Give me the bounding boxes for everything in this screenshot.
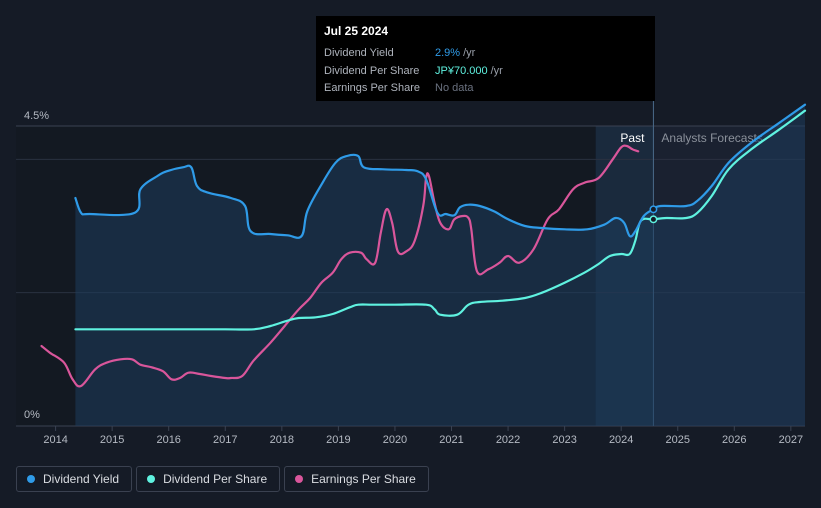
x-tick-label: 2027 bbox=[779, 434, 803, 446]
legend-label: Dividend Yield bbox=[43, 472, 120, 486]
y-tick-label: 4.5% bbox=[24, 110, 49, 122]
dividend-per-share-line bbox=[74, 109, 807, 331]
x-tick-label: 2019 bbox=[326, 434, 350, 446]
tooltip-row-dividend-per-share: Dividend Per Share JP¥70.000 /yr bbox=[324, 63, 647, 81]
legend-item-dividend-yield[interactable]: Dividend Yield bbox=[16, 466, 133, 492]
legend-label: Dividend Per Share bbox=[163, 472, 268, 486]
tooltip-unit: /yr bbox=[490, 64, 503, 77]
tooltip-label: Dividend Yield bbox=[324, 47, 394, 59]
tooltip-label: Dividend Per Share bbox=[324, 64, 420, 77]
past-label: Past bbox=[620, 131, 645, 145]
tooltip-row-earnings-per-share: Earnings Per Share No data bbox=[324, 80, 647, 98]
x-tick-label: 2025 bbox=[665, 434, 689, 446]
tooltip-value: 2.9% bbox=[435, 47, 461, 59]
tooltip-unit: /yr bbox=[463, 47, 476, 59]
dividend-yield-marker bbox=[649, 205, 658, 214]
dividend-yield-area bbox=[75, 104, 805, 426]
forecast-label: Analysts Forecasts bbox=[661, 131, 762, 145]
tooltip-date: Jul 25 2024 bbox=[324, 24, 389, 38]
legend-item-dividend-per-share[interactable]: Dividend Per Share bbox=[136, 466, 281, 492]
legend-dot-icon bbox=[27, 475, 35, 483]
dividend-per-share-marker bbox=[649, 215, 658, 224]
legend-dot-icon bbox=[295, 475, 304, 483]
chart-legend: Dividend Yield Dividend Per Share Earnin… bbox=[16, 466, 429, 492]
x-tick-label: 2016 bbox=[156, 434, 180, 446]
chart-tooltip: Jul 25 2024 Dividend Yield 2.9% /yr Divi… bbox=[316, 16, 655, 101]
earnings-per-share-line bbox=[40, 144, 640, 388]
chart-plot: 4.5% 0% Past Analysts Forecasts 2014 2015 2016… bbox=[16, 100, 807, 446]
y-tick-label: 0% bbox=[24, 409, 40, 421]
x-tick-label: 2015 bbox=[100, 434, 124, 446]
x-tick-label: 2017 bbox=[213, 434, 237, 446]
x-tick-label: 2024 bbox=[609, 434, 633, 446]
tooltip-row-dividend-yield: Dividend Yield 2.9% /yr bbox=[324, 45, 647, 63]
legend-dot-icon bbox=[147, 475, 156, 483]
x-tick-label: 2026 bbox=[722, 434, 746, 446]
tooltip-value: No data bbox=[435, 82, 474, 94]
dividend-yield-line bbox=[74, 103, 807, 239]
x-tick-label: 2023 bbox=[552, 434, 576, 446]
x-tick-label: 2020 bbox=[383, 434, 407, 446]
x-tick-label: 2022 bbox=[496, 434, 520, 446]
tooltip-value: JP¥70.000 bbox=[435, 64, 488, 77]
x-tick-label: 2021 bbox=[439, 434, 463, 446]
legend-item-earnings-per-share[interactable]: Earnings Per Share bbox=[284, 466, 429, 492]
x-tick-label: 2018 bbox=[270, 434, 294, 446]
x-tick-label: 2014 bbox=[43, 434, 67, 446]
tooltip-label: Earnings Per Share bbox=[324, 82, 420, 94]
legend-label: Earnings Per Share bbox=[311, 472, 416, 486]
